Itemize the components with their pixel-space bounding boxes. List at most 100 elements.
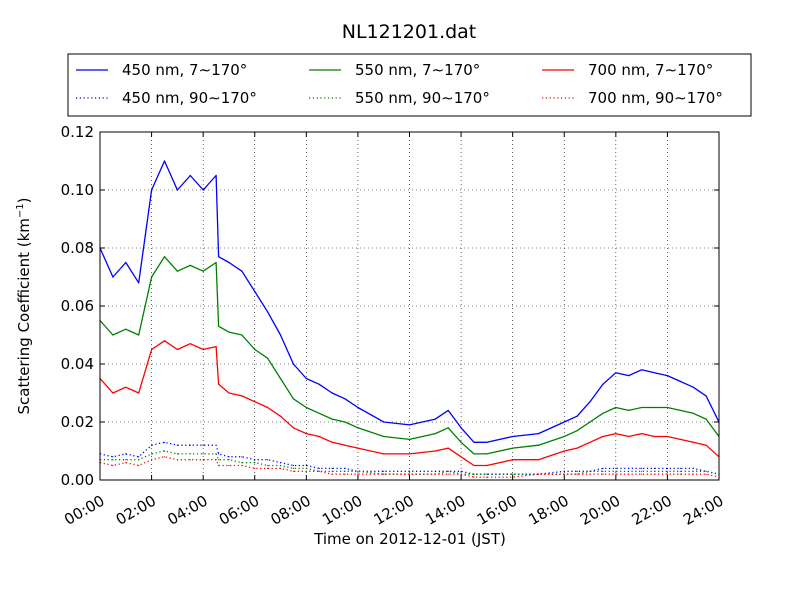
data-point: [163, 441, 166, 443]
data-point: [241, 456, 243, 458]
data-point: [215, 261, 217, 264]
data-point: [641, 369, 643, 371]
data-point: [344, 473, 346, 475]
data-point: [357, 447, 359, 449]
data-point: [383, 453, 385, 455]
data-point: [512, 459, 514, 461]
data-point: [279, 464, 282, 467]
data-point: [615, 467, 617, 469]
series-line: [99, 160, 720, 443]
data-point: [189, 453, 191, 455]
data-point: [202, 459, 204, 461]
data-point: [112, 459, 114, 461]
data-point: [344, 470, 346, 472]
data-point: [125, 453, 127, 455]
data-point: [666, 375, 669, 377]
data-point: [215, 444, 217, 446]
data-point: [279, 415, 282, 417]
data-point: [189, 174, 191, 177]
data-point: [331, 470, 333, 472]
data-point: [138, 392, 140, 394]
data-point: [292, 363, 295, 365]
data-point: [228, 464, 230, 467]
series-group: [99, 456, 720, 478]
data-point: [112, 456, 114, 458]
data-point: [112, 334, 114, 336]
data-point: [602, 467, 604, 469]
data-point: [292, 464, 295, 467]
data-point: [628, 467, 630, 469]
data-point: [641, 433, 643, 435]
data-point: [176, 453, 178, 455]
data-point: [344, 467, 346, 469]
y-axis-label-superscript: −1: [15, 203, 26, 218]
data-point: [150, 453, 153, 455]
data-point: [344, 444, 346, 446]
data-point: [679, 380, 681, 382]
data-point: [176, 444, 178, 446]
data-point: [241, 464, 243, 467]
data-point: [318, 467, 320, 469]
data-point: [218, 325, 220, 327]
data-point: [602, 473, 604, 475]
data-point: [125, 328, 127, 330]
data-point: [589, 470, 591, 472]
data-point: [460, 470, 462, 472]
data-point: [125, 459, 127, 461]
data-point: [666, 406, 669, 409]
data-point: [628, 409, 630, 411]
data-point: [653, 435, 656, 438]
data-point: [666, 467, 669, 469]
data-point: [602, 470, 604, 472]
data-point: [228, 261, 230, 264]
data-point: [202, 453, 204, 455]
data-point: [344, 421, 346, 423]
data-point: [305, 377, 307, 380]
data-point: [267, 459, 269, 461]
data-point: [679, 467, 681, 469]
data-point: [125, 386, 127, 388]
data-point: [408, 453, 411, 455]
data-point: [125, 462, 127, 464]
data-point: [692, 470, 694, 472]
data-point: [163, 340, 166, 342]
data-point: [615, 433, 617, 435]
data-point: [150, 348, 153, 351]
data-point: [357, 473, 359, 475]
data-point: [189, 444, 191, 446]
y-tick-label: 0.02: [61, 413, 94, 431]
data-point: [653, 470, 656, 472]
y-tick-label: 0.10: [61, 181, 94, 199]
data-point: [692, 412, 694, 414]
data-point: [189, 264, 191, 266]
data-point: [589, 421, 591, 423]
data-point: [447, 427, 449, 429]
series-group: [99, 340, 720, 467]
data-point: [305, 406, 307, 409]
data-point: [254, 462, 256, 464]
data-point: [163, 456, 166, 458]
axis-ticks: [99, 131, 720, 481]
data-point: [176, 189, 178, 191]
data-point: [486, 441, 488, 443]
data-point: [512, 473, 514, 475]
data-point: [383, 435, 385, 438]
data-point: [692, 441, 694, 443]
data-point: [150, 444, 153, 446]
series-line: [99, 456, 720, 478]
data-point: [267, 406, 269, 409]
data-point: [641, 470, 643, 472]
data-point: [318, 412, 320, 414]
y-tick-labels: 0.00 0.02 0.04 0.06 0.08 0.10 0.12: [61, 123, 94, 489]
data-point: [679, 473, 681, 475]
data-point: [486, 453, 488, 455]
data-point: [202, 270, 204, 272]
data-point: [331, 473, 333, 475]
data-point: [254, 467, 256, 469]
data-point: [576, 470, 578, 472]
data-point: [434, 470, 436, 472]
y-axis-label-main: Scattering Coefficient (km: [15, 218, 33, 414]
data-point: [705, 395, 707, 397]
data-point: [615, 470, 617, 472]
